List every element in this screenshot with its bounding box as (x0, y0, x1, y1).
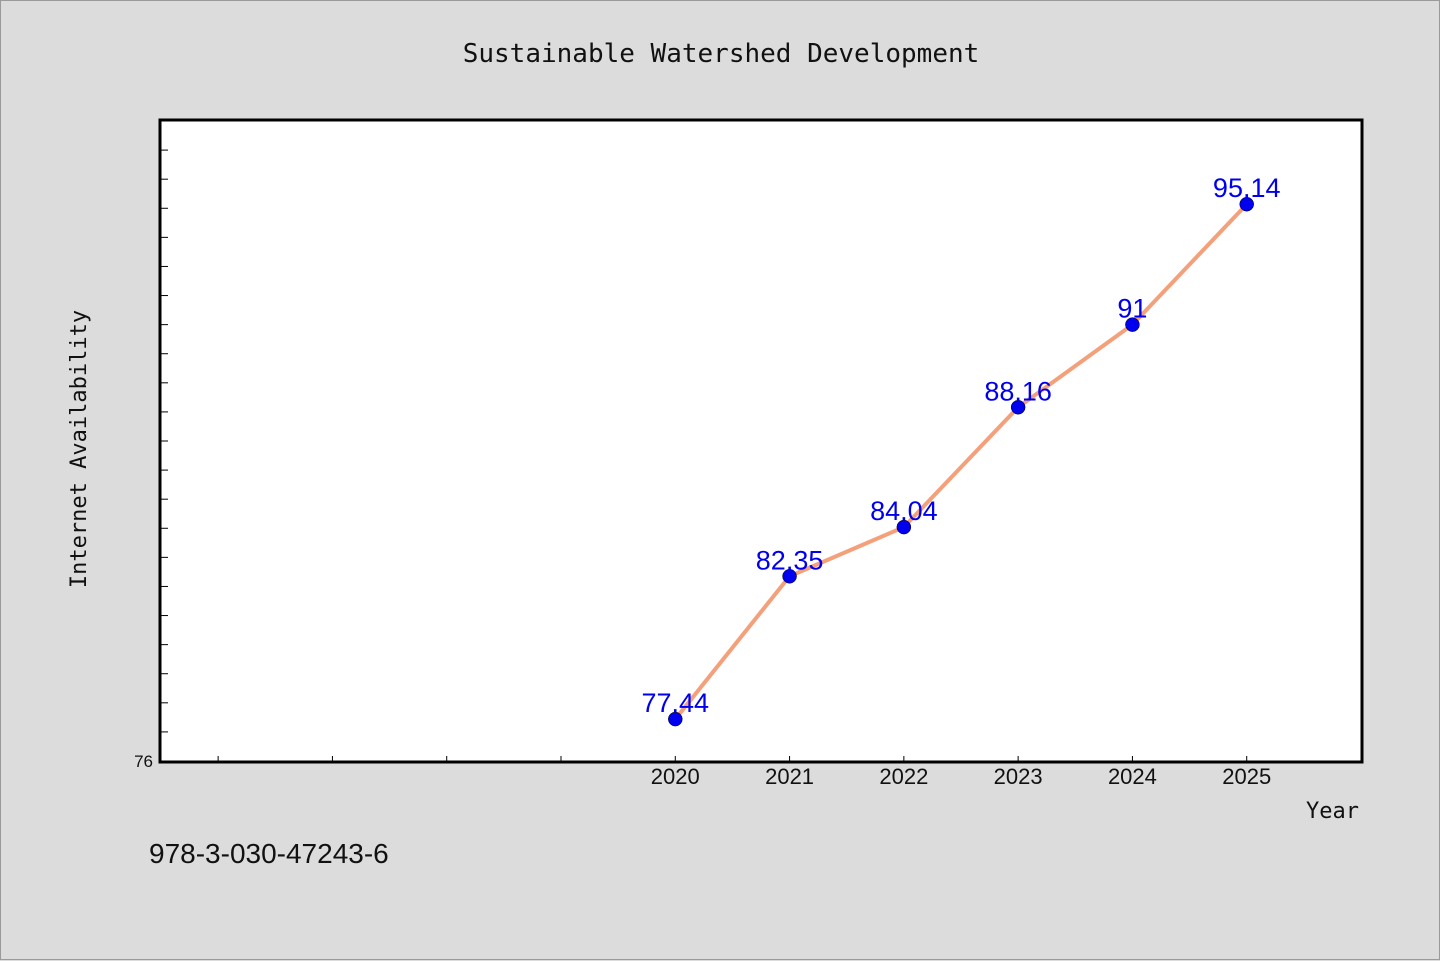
data-label: 77.44 (641, 688, 709, 718)
data-point (1125, 317, 1140, 332)
chart-title: Sustainable Watershed Development (463, 39, 980, 69)
data-point (1010, 400, 1026, 415)
plot-area (158, 118, 1364, 764)
series-line (673, 202, 1249, 722)
y-tick-label: 76 (134, 752, 153, 771)
x-axis-ticks: 2020 2021 2022 2023 2024 2025 (217, 756, 1362, 789)
x-tick-label: 2025 (1222, 764, 1271, 789)
data-label: 84.04 (870, 496, 938, 526)
x-axis-label: Year (1306, 799, 1359, 824)
data-point (1239, 196, 1254, 212)
data-label: 91 (1117, 294, 1147, 324)
x-tick-label: 2024 (1108, 764, 1157, 789)
isbn-footer: 978-3-030-47243-6 (149, 838, 389, 869)
y-axis-ticks: 76 (134, 120, 168, 771)
data-point (668, 711, 683, 727)
data-label: 82.35 (756, 545, 824, 575)
y-axis-label: Internet Availability (67, 310, 92, 588)
series-layer: 77.44 82.35 84.04 88.16 91 95.14 (641, 173, 1281, 727)
data-point (782, 569, 797, 584)
data-point (896, 519, 912, 535)
x-tick-label: 2020 (651, 764, 700, 789)
x-tick-label: 2021 (765, 764, 814, 789)
data-label: 95.14 (1213, 173, 1281, 203)
x-tick-label: 2022 (879, 764, 928, 789)
data-label: 88.16 (984, 376, 1052, 406)
x-tick-label: 2023 (994, 764, 1043, 789)
